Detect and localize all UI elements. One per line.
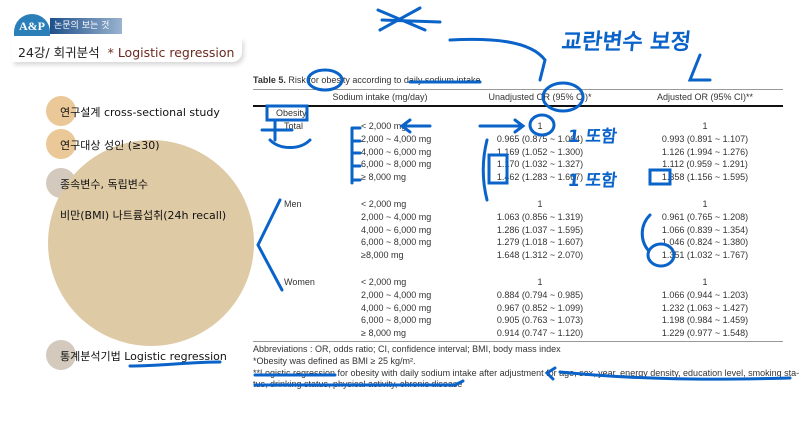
lecture-title: 24강/ 회귀분석 * Logistic regression bbox=[18, 42, 234, 61]
variables-heading: 종속변수, 독립변수 bbox=[60, 178, 148, 191]
sodium-cell: ≥ 8,000 mg bbox=[361, 328, 406, 339]
ink-arrow bbox=[687, 53, 712, 82]
bullet-circle bbox=[46, 96, 76, 126]
unadjusted-or-cell: 1 bbox=[537, 277, 543, 287]
adjusted-or-cell: 1.229 (0.977 ~ 1.548) bbox=[661, 328, 749, 339]
sodium-cell: < 2,000 mg bbox=[361, 121, 407, 131]
bullet-circle bbox=[46, 129, 76, 159]
divider bbox=[253, 105, 783, 107]
adjusted-or-cell: 1.351 (1.032 ~ 1.767) bbox=[661, 250, 749, 261]
adjusted-or-cell: 1.232 (1.063 ~ 1.427) bbox=[661, 302, 749, 313]
adjusted-or-cell: 1.126 (1.994 ~ 1.276) bbox=[661, 146, 749, 157]
logo: A&P bbox=[14, 14, 50, 36]
table-caption: Table 5. Risk for obesity according to d… bbox=[253, 75, 480, 85]
study-design: 연구설계 cross-sectional study bbox=[60, 106, 220, 119]
ink-arrow bbox=[448, 37, 547, 82]
study-population: 연구대상 성인 (≥30) bbox=[60, 139, 160, 152]
unadjusted-or-cell: 0.905 (0.763 ~ 1.073) bbox=[496, 315, 584, 326]
bullet-circle bbox=[46, 340, 76, 370]
unadjusted-or-cell: 1.279 (1.018 ~ 1.607) bbox=[496, 237, 584, 248]
sodium-cell: ≥ 8,000 mg bbox=[361, 172, 406, 183]
sodium-cell: 6,000 ~ 8,000 mg bbox=[361, 237, 432, 248]
ink-stroke bbox=[376, 6, 442, 32]
divider bbox=[253, 89, 783, 90]
lecture-number: 24강/ 회귀분석 bbox=[18, 45, 100, 60]
unadjusted-or-cell: 0.914 (0.747 ~ 1.120) bbox=[496, 328, 584, 339]
sodium-cell: < 2,000 mg bbox=[361, 199, 407, 209]
handwritten-note: 1 또함 bbox=[566, 171, 618, 191]
ink-brace bbox=[256, 198, 284, 292]
sodium-cell: < 2,000 mg bbox=[361, 277, 407, 287]
table-caption-text: Risk for obesity according to daily sodi… bbox=[285, 75, 481, 85]
logo-band: 논문의 보는 것 bbox=[50, 18, 122, 34]
variables: 비만(BMI) 나트륨섭취(24h recall) bbox=[60, 209, 227, 222]
sodium-cell: 2,000 ~ 4,000 mg bbox=[361, 133, 432, 144]
adjusted-or-cell: 1.066 (0.839 ~ 1.354) bbox=[661, 224, 749, 235]
sodium-cell: 4,000 ~ 6,000 mg bbox=[361, 302, 432, 313]
adjusted-or-cell: 1.198 (0.984 ~ 1.459) bbox=[661, 315, 749, 326]
sodium-cell: 2,000 ~ 4,000 mg bbox=[361, 289, 432, 300]
lecture-topic: * Logistic regression bbox=[107, 45, 235, 60]
footnote: **Logistic regression for obesity with d… bbox=[253, 368, 800, 378]
section-label: Obesity bbox=[276, 108, 307, 118]
unadjusted-or-cell: 1.462 (1.283 ~ 1.667) bbox=[496, 172, 584, 183]
unadjusted-or-cell: 0.965 (0.875 ~ 1.064) bbox=[496, 133, 584, 144]
statistical-method: 통계분석기법 Logistic regression bbox=[60, 350, 227, 363]
sodium-cell: 4,000 ~ 6,000 mg bbox=[361, 146, 432, 157]
adjusted-or-cell: 1.066 (0.944 ~ 1.203) bbox=[661, 289, 749, 300]
sodium-cell: ≥8,000 mg bbox=[361, 250, 404, 261]
group-label: Total bbox=[284, 121, 304, 131]
footnote: Abbreviations : OR, odds ratio; CI, conf… bbox=[253, 344, 561, 354]
group-label: Women bbox=[284, 277, 315, 287]
header-sodium: Sodium intake (mg/day) bbox=[332, 92, 428, 102]
unadjusted-or-cell: 1.286 (1.037 ~ 1.595) bbox=[496, 224, 584, 235]
group-label: Men bbox=[284, 199, 302, 209]
sodium-cell: 4,000 ~ 6,000 mg bbox=[361, 224, 432, 235]
table-number: Table 5. bbox=[253, 75, 286, 85]
unadjusted-or-cell: 0.884 (0.794 ~ 0.985) bbox=[496, 289, 584, 300]
unadjusted-or-cell: 1.063 (0.856 ~ 1.319) bbox=[496, 211, 584, 222]
adjusted-or-cell: 1.358 (1.156 ~ 1.595) bbox=[661, 172, 749, 183]
footnote: tus, drinking status, physical activity,… bbox=[253, 379, 463, 389]
header-unadjusted: Unadjusted OR (95% CI)* bbox=[488, 92, 592, 102]
adjusted-or-cell: 1.112 (0.959 ~ 1.291) bbox=[662, 159, 748, 170]
header-adjusted: Adjusted OR (95% CI)** bbox=[656, 92, 754, 102]
adjusted-or-cell: 1 bbox=[702, 277, 708, 287]
adjusted-or-cell: 1 bbox=[702, 199, 708, 209]
sodium-cell: 2,000 ~ 4,000 mg bbox=[361, 211, 432, 222]
unadjusted-or-cell: 1.648 (1.312 ~ 2.070) bbox=[496, 250, 584, 261]
adjusted-or-cell: 1.046 (0.824 ~ 1.380) bbox=[661, 237, 749, 248]
handwritten-note-confounder-adjustment: 교란변수 보정 bbox=[560, 30, 693, 55]
adjusted-or-cell: 0.993 (0.891 ~ 1.107) bbox=[661, 133, 749, 144]
big-circle bbox=[48, 140, 254, 346]
adjusted-or-cell: 0.961 (0.765 ~ 1.208) bbox=[661, 211, 749, 222]
footnote: *Obesity was defined as BMI ≥ 25 kg/m². bbox=[253, 356, 416, 366]
ink-bracket bbox=[350, 126, 362, 185]
handwritten-note: 1 또함 bbox=[566, 127, 618, 147]
unadjusted-or-cell: 0.967 (0.852 ~ 1.099) bbox=[496, 302, 584, 313]
unadjusted-or-cell: 1.169 (1.052 ~ 1.300) bbox=[496, 146, 584, 157]
sodium-cell: 6,000 ~ 8,000 mg bbox=[361, 159, 432, 170]
divider bbox=[253, 341, 783, 342]
adjusted-or-cell: 1 bbox=[702, 121, 708, 131]
sodium-cell: 6,000 ~ 8,000 mg bbox=[361, 315, 432, 326]
unadjusted-or-cell: 1 bbox=[537, 199, 543, 209]
unadjusted-or-cell: 1.170 (1.032 ~ 1.327) bbox=[496, 159, 584, 170]
